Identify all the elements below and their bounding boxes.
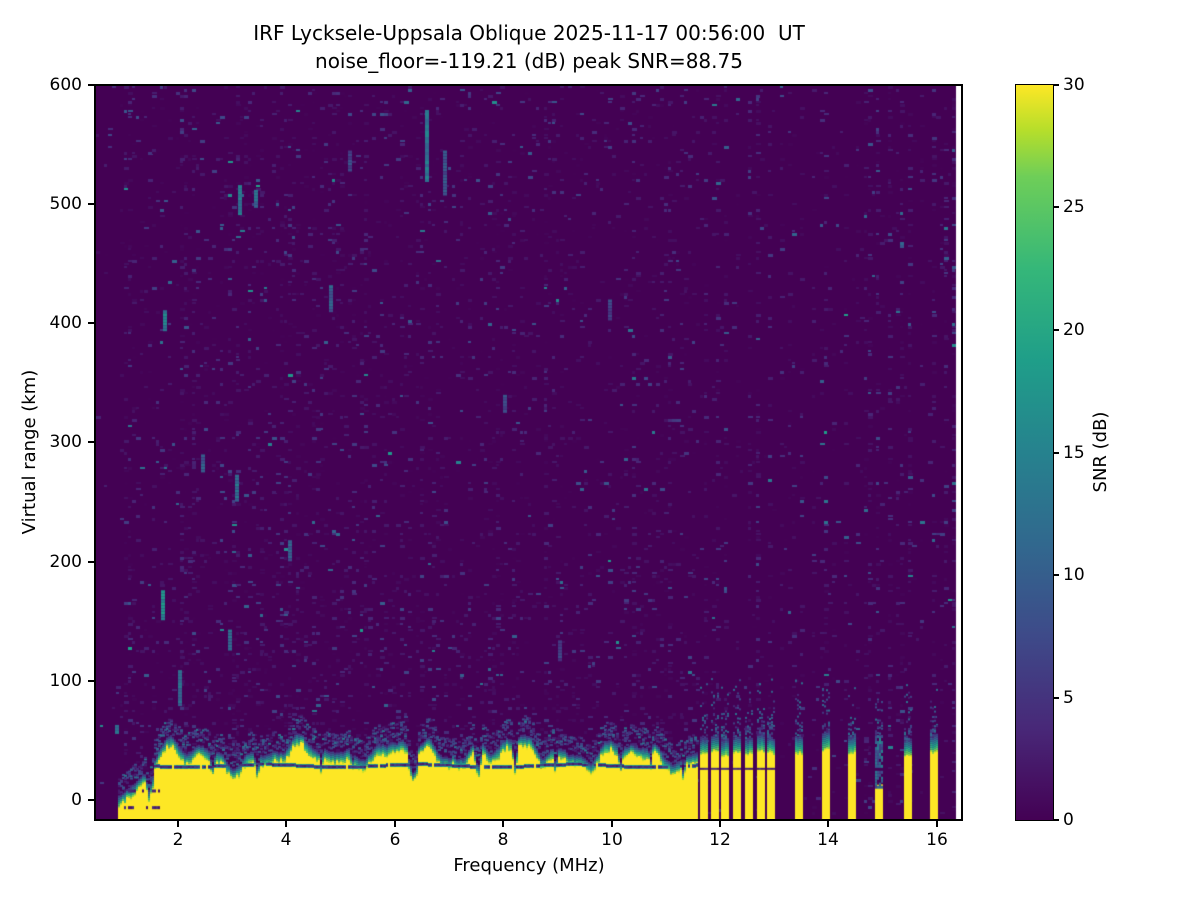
x-tick-label: 16 xyxy=(926,830,948,850)
x-tick-mark xyxy=(936,821,938,827)
x-axis-label: Frequency (MHz) xyxy=(453,855,605,876)
y-tick-label: 400 xyxy=(49,313,82,333)
y-tick-mark xyxy=(88,561,94,563)
colorbar-tick-label: 10 xyxy=(1063,565,1085,585)
colorbar-tick-mark xyxy=(1054,329,1059,331)
colorbar-tick-mark xyxy=(1054,819,1059,821)
colorbar-tick-label: 5 xyxy=(1063,688,1074,708)
colorbar-tick-mark xyxy=(1054,84,1059,86)
y-tick-mark xyxy=(88,441,94,443)
x-tick-mark xyxy=(611,821,613,827)
x-tick-label: 2 xyxy=(172,830,184,850)
x-tick-mark xyxy=(285,821,287,827)
x-tick-mark xyxy=(827,821,829,827)
colorbar-label: SNR (dB) xyxy=(1090,411,1111,493)
colorbar-tick-mark xyxy=(1054,574,1059,576)
colorbar-tick-label: 15 xyxy=(1063,443,1085,463)
x-tick-label: 4 xyxy=(280,830,292,850)
snr-heatmap-canvas xyxy=(96,86,961,819)
x-tick-mark xyxy=(177,821,179,827)
axes-spines xyxy=(94,84,963,821)
y-tick-mark xyxy=(88,680,94,682)
x-tick-mark xyxy=(502,821,504,827)
figure-title-line2: noise_floor=-119.21 (dB) peak SNR=88.75 xyxy=(315,49,743,73)
colorbar-gradient xyxy=(1015,84,1054,821)
y-tick-label: 100 xyxy=(49,671,82,691)
x-tick-label: 8 xyxy=(497,830,509,850)
y-tick-label: 200 xyxy=(49,552,82,572)
x-tick-label: 12 xyxy=(709,830,731,850)
x-tick-label: 10 xyxy=(601,830,623,850)
y-tick-mark xyxy=(88,799,94,801)
y-tick-label: 300 xyxy=(49,432,82,452)
figure-title-line1: IRF Lycksele-Uppsala Oblique 2025-11-17 … xyxy=(253,21,805,45)
y-tick-mark xyxy=(88,84,94,86)
y-tick-label: 0 xyxy=(71,790,82,810)
colorbar-tick-label: 20 xyxy=(1063,320,1085,340)
y-tick-mark xyxy=(88,322,94,324)
x-tick-label: 6 xyxy=(389,830,401,850)
colorbar-tick-label: 25 xyxy=(1063,197,1085,217)
y-tick-label: 600 xyxy=(49,75,82,95)
colorbar-tick-label: 0 xyxy=(1063,810,1074,830)
colorbar-tick-mark xyxy=(1054,697,1059,699)
x-tick-label: 14 xyxy=(817,830,839,850)
colorbar-tick-mark xyxy=(1054,452,1059,454)
colorbar-tick-label: 30 xyxy=(1063,75,1085,95)
x-tick-mark xyxy=(394,821,396,827)
y-tick-label: 500 xyxy=(49,194,82,214)
x-tick-mark xyxy=(719,821,721,827)
colorbar-tick-mark xyxy=(1054,206,1059,208)
y-tick-mark xyxy=(88,203,94,205)
